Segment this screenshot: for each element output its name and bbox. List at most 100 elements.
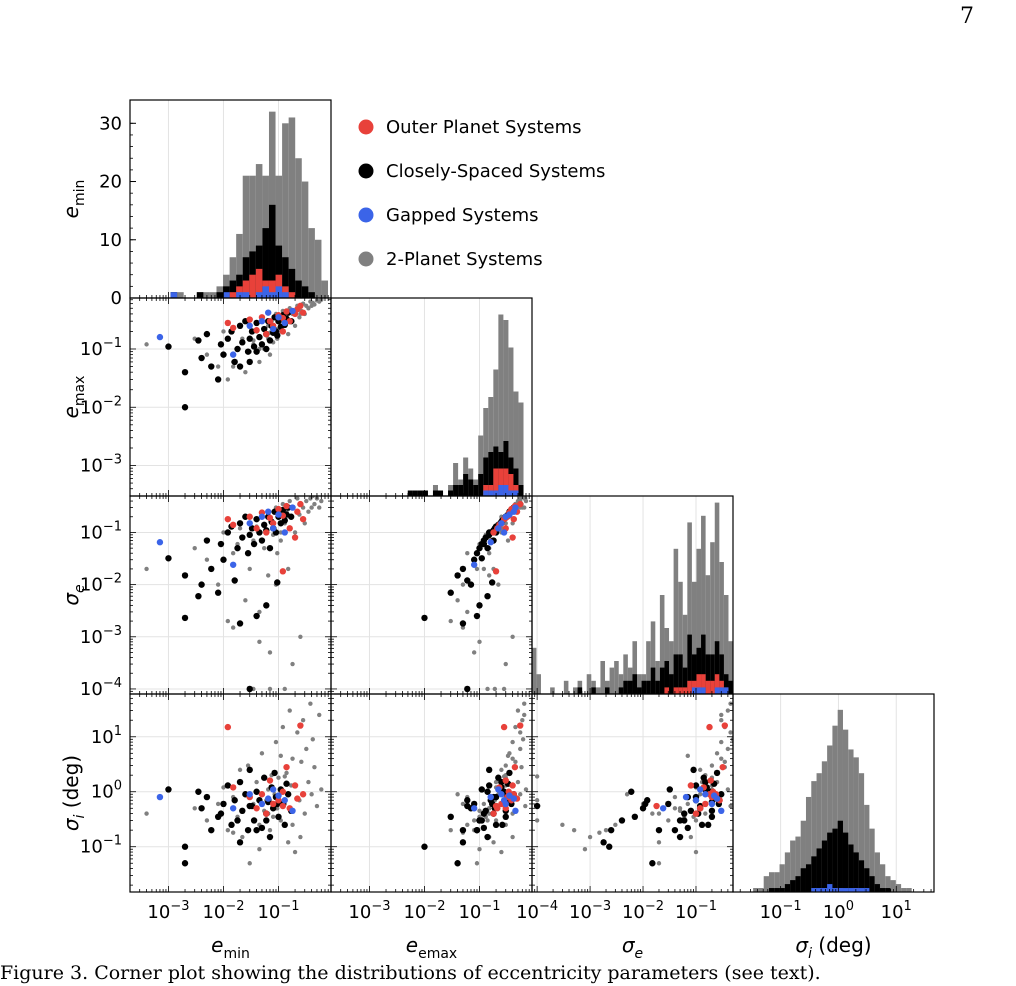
point-gray: [688, 834, 694, 840]
hist-bar-gray: [869, 828, 875, 892]
point-red: [297, 302, 304, 310]
point-red: [253, 805, 260, 812]
point-black: [231, 797, 238, 804]
point-black: [203, 330, 211, 338]
point-black: [473, 550, 481, 557]
point-black: [181, 404, 189, 411]
point-gray: [280, 724, 286, 730]
point-gray: [523, 803, 528, 809]
point-gray: [285, 566, 291, 572]
hist-bar-gray: [790, 840, 796, 892]
point-black: [718, 791, 725, 798]
point-blue: [156, 333, 164, 341]
point-blue: [289, 807, 296, 815]
y-tick-label: 10−2: [80, 394, 122, 418]
hist-bar-black: [463, 474, 469, 496]
point-black: [600, 839, 607, 846]
hist-bar-gray: [275, 175, 283, 298]
point-blue: [275, 792, 282, 799]
point-gray: [309, 505, 314, 510]
point-gray: [312, 302, 317, 307]
figure-caption: Figure 3. Corner plot showing the distri…: [0, 962, 821, 984]
hist-bar-black: [687, 634, 692, 694]
point-blue: [229, 561, 237, 568]
point-black: [231, 358, 238, 366]
hist-bar-gray: [550, 687, 555, 694]
point-red: [707, 777, 714, 784]
hist-bar-black: [223, 286, 230, 298]
point-blue: [265, 795, 272, 802]
point-blue: [710, 792, 718, 799]
point-black: [713, 769, 721, 777]
point-black: [244, 550, 252, 557]
hist-bar-gray: [572, 687, 578, 694]
point-gray: [317, 712, 322, 718]
point-gray: [292, 849, 298, 855]
point-black: [482, 807, 489, 815]
hist-bar-gray: [488, 397, 494, 496]
hist-bar-gray: [655, 661, 660, 694]
point-gray: [257, 847, 262, 852]
point-red: [229, 784, 237, 791]
y-tick-label: 10−3: [80, 453, 122, 477]
point-red: [517, 722, 524, 729]
hist-bar-black: [422, 490, 428, 496]
hist-bar-gray: [890, 880, 896, 892]
page-number: 7: [960, 4, 974, 29]
point-gray: [144, 566, 149, 572]
point-gray: [496, 582, 501, 587]
x-axis-label-sige: σe: [622, 933, 643, 960]
hist-bar-gray: [885, 876, 891, 892]
point-black: [283, 780, 290, 787]
hist-bar-gray: [842, 729, 849, 892]
point-gray: [300, 718, 306, 723]
hist-bar-gray: [800, 820, 806, 892]
point-black: [181, 843, 189, 850]
point-blue: [281, 797, 288, 804]
point-black: [698, 821, 706, 829]
hist-bar-gray: [493, 369, 499, 496]
point-gray: [257, 359, 262, 365]
point-gray: [230, 551, 236, 556]
hist-bar-black: [417, 490, 423, 496]
point-gray: [522, 505, 527, 510]
hist-bar-gray: [714, 502, 720, 694]
point-black: [266, 337, 274, 344]
hist-bar-black: [842, 832, 849, 892]
point-red: [253, 327, 260, 334]
hist-bar-gray: [531, 647, 537, 694]
point-gray: [455, 792, 460, 797]
point-gray: [215, 364, 221, 369]
hist-bar-gray: [600, 661, 606, 694]
hist-bar-red: [249, 274, 256, 298]
hist-bar-black: [623, 680, 628, 694]
scatter-points: [144, 298, 324, 411]
point-blue: [269, 786, 277, 793]
hist-bar-blue: [719, 687, 724, 694]
point-red: [297, 500, 304, 508]
point-blue: [156, 539, 164, 546]
hist-bar-black: [664, 661, 670, 694]
point-gray: [243, 598, 248, 603]
y-tick-label: 10−1: [80, 519, 122, 543]
hist-bar-black: [784, 884, 791, 892]
point-gray: [719, 739, 724, 745]
point-black: [447, 813, 454, 821]
point-black: [631, 813, 639, 821]
hist-bar-gray: [687, 522, 692, 694]
y-axis-label-emax: emax: [59, 376, 88, 419]
hist-bar-red: [503, 468, 509, 496]
point-black: [421, 843, 428, 850]
point-black: [274, 332, 281, 339]
point-black: [473, 612, 481, 620]
point-gray: [225, 618, 231, 624]
point-black: [274, 579, 281, 586]
hist-bar-black: [710, 654, 715, 694]
hist-bar-black: [678, 654, 683, 694]
y-tick-label: 10: [99, 230, 122, 251]
point-red: [283, 763, 290, 771]
point-red: [283, 502, 290, 510]
point-blue: [498, 791, 505, 798]
